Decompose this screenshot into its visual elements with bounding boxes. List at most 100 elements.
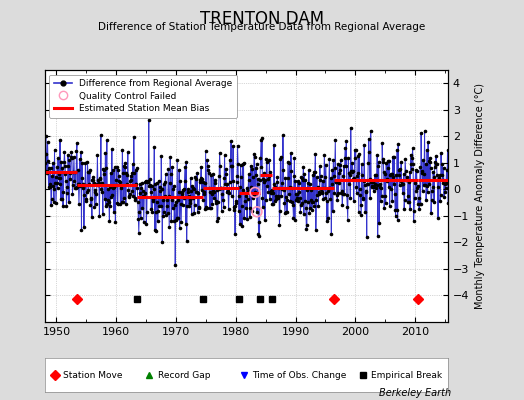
Point bbox=[149, 186, 158, 192]
Point bbox=[356, 192, 364, 198]
Point bbox=[185, 192, 193, 199]
Point bbox=[405, 179, 413, 185]
Point bbox=[344, 216, 352, 223]
Point bbox=[427, 210, 435, 216]
Point bbox=[177, 219, 185, 225]
Point bbox=[196, 175, 205, 182]
Point bbox=[345, 172, 354, 178]
Point bbox=[252, 172, 260, 178]
Point bbox=[220, 204, 228, 210]
Point bbox=[134, 199, 142, 205]
Point bbox=[180, 195, 188, 201]
Point bbox=[336, 157, 345, 164]
Point bbox=[83, 188, 91, 195]
Point bbox=[78, 160, 86, 166]
Point bbox=[184, 203, 193, 209]
Point bbox=[341, 144, 350, 151]
Point bbox=[238, 223, 246, 229]
Point bbox=[137, 215, 145, 221]
Point bbox=[130, 195, 139, 202]
Point bbox=[399, 171, 408, 178]
Point bbox=[223, 180, 231, 187]
Point bbox=[324, 215, 332, 221]
Point bbox=[337, 190, 345, 196]
Point bbox=[70, 178, 79, 184]
Point bbox=[397, 180, 406, 187]
Point bbox=[293, 195, 302, 201]
Point bbox=[125, 193, 133, 200]
Text: Berkeley Earth: Berkeley Earth bbox=[378, 388, 451, 398]
Point bbox=[406, 169, 414, 176]
Point bbox=[127, 177, 136, 183]
Point bbox=[368, 184, 376, 190]
Point bbox=[162, 197, 171, 204]
Point bbox=[384, 165, 392, 172]
Point bbox=[307, 197, 315, 204]
Point bbox=[238, 161, 247, 167]
Point bbox=[149, 198, 157, 204]
Point bbox=[324, 188, 333, 195]
Point bbox=[152, 209, 160, 215]
Point bbox=[165, 193, 173, 200]
Point bbox=[146, 176, 154, 182]
Point bbox=[396, 182, 404, 188]
Point bbox=[409, 161, 417, 167]
Point bbox=[195, 176, 204, 183]
Point bbox=[261, 176, 270, 183]
Point bbox=[211, 180, 220, 186]
Point bbox=[77, 183, 85, 189]
Point bbox=[271, 198, 279, 205]
Point bbox=[188, 183, 196, 189]
Point bbox=[278, 180, 286, 186]
Point bbox=[240, 215, 248, 221]
Point bbox=[378, 140, 386, 146]
Point bbox=[127, 172, 135, 179]
Point bbox=[190, 202, 199, 208]
Point bbox=[435, 172, 444, 178]
Point bbox=[323, 198, 332, 204]
Point bbox=[366, 195, 375, 201]
Point bbox=[304, 180, 312, 186]
Point bbox=[47, 196, 56, 202]
Point bbox=[349, 176, 357, 182]
Point bbox=[395, 167, 403, 174]
Point bbox=[244, 177, 253, 184]
Point bbox=[347, 168, 355, 174]
Point bbox=[248, 166, 256, 173]
Point bbox=[79, 184, 87, 191]
Point bbox=[373, 152, 381, 158]
Point bbox=[117, 184, 125, 191]
Point bbox=[380, 193, 389, 199]
Point bbox=[290, 173, 298, 179]
Point bbox=[444, 200, 452, 206]
Point bbox=[63, 189, 71, 196]
Point bbox=[42, 168, 51, 174]
Point bbox=[185, 197, 194, 203]
Point bbox=[176, 225, 184, 231]
Point bbox=[176, 178, 184, 184]
Point bbox=[72, 185, 80, 192]
Point bbox=[225, 190, 233, 196]
Point bbox=[73, 184, 82, 190]
Point bbox=[92, 201, 100, 207]
Point bbox=[166, 154, 174, 160]
Point bbox=[150, 144, 158, 150]
Point bbox=[420, 171, 428, 178]
Point bbox=[81, 182, 89, 188]
Point bbox=[263, 183, 271, 189]
Point bbox=[224, 189, 232, 195]
Point bbox=[417, 130, 425, 136]
Point bbox=[204, 167, 212, 174]
Point bbox=[142, 220, 150, 227]
Point bbox=[91, 189, 100, 195]
Point bbox=[440, 193, 448, 200]
Point bbox=[381, 171, 389, 177]
Point bbox=[95, 213, 104, 220]
Point bbox=[45, 184, 53, 190]
Point bbox=[70, 154, 78, 160]
Point bbox=[283, 158, 292, 165]
Point bbox=[339, 191, 347, 198]
Point bbox=[199, 179, 208, 185]
Point bbox=[139, 188, 147, 194]
Point bbox=[377, 185, 385, 192]
